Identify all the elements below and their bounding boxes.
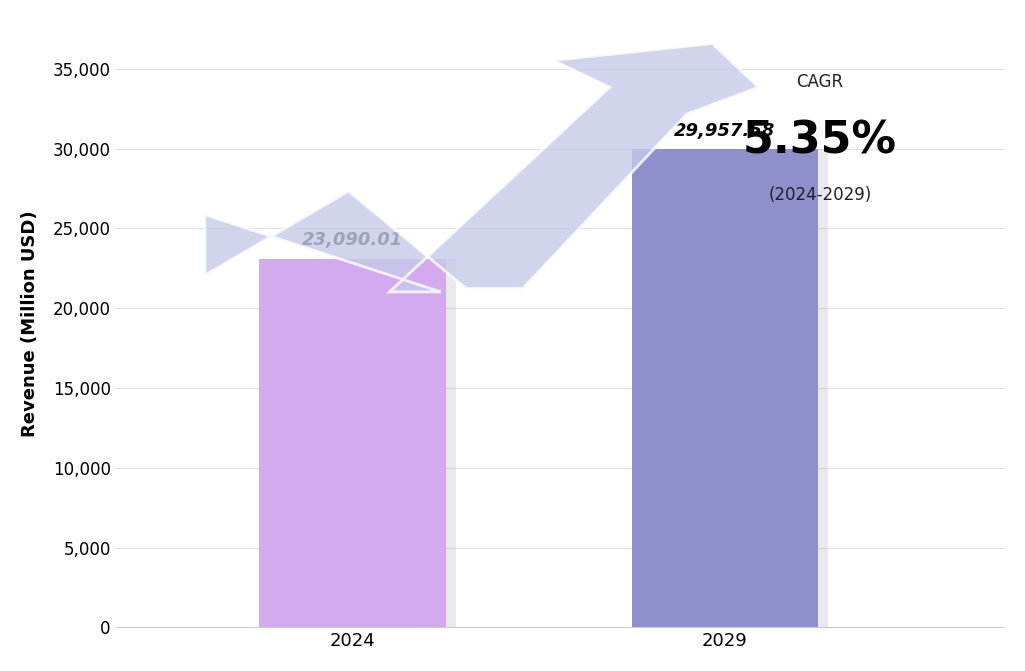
Bar (631, 149, 818, 627)
Text: 5.35%: 5.35% (743, 119, 897, 162)
Bar (642, 149, 828, 633)
Bar (270, 259, 456, 633)
Text: 23,090.01: 23,090.01 (302, 231, 403, 249)
Polygon shape (205, 44, 758, 292)
Y-axis label: Revenue (Million USD): Revenue (Million USD) (20, 211, 39, 437)
Text: 29,957.58: 29,957.58 (674, 121, 776, 140)
Bar (259, 259, 446, 627)
Text: CAGR: CAGR (796, 73, 844, 91)
Text: (2024-2029): (2024-2029) (769, 186, 871, 203)
